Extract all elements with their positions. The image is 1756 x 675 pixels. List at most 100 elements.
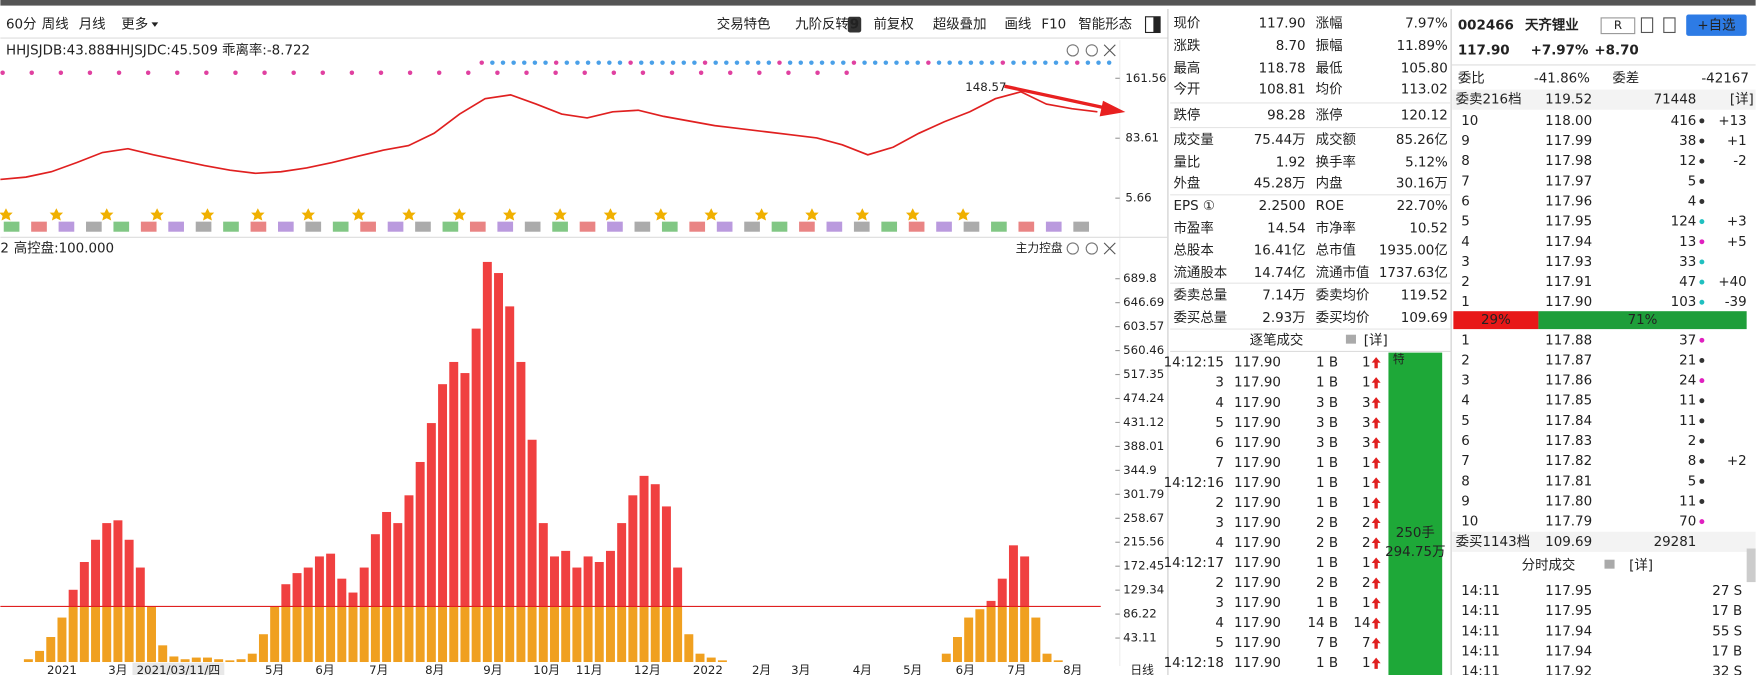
close-icon[interactable] [1103,242,1116,255]
signal-dot [755,60,761,65]
y-tick-label: 161.56 [1125,71,1166,85]
trade-price: 117.90 [1234,596,1281,611]
signal-star [351,208,366,221]
toolbar-button[interactable]: 超级叠加 [933,17,987,33]
indicator-label: 乖离率:-8.722 [222,41,310,58]
bar-below [684,634,694,663]
vol-dot [1699,199,1705,204]
signal-dot [862,60,867,65]
watch-button[interactable] [1686,14,1747,36]
detail-link[interactable]: [详] [1730,92,1754,108]
indicator-index: 2 [0,242,9,257]
level: 1 [1461,333,1470,348]
up-arrow [1371,557,1381,569]
signal-box [415,221,431,232]
up-arrow [1371,617,1381,629]
toolbar-button[interactable]: 交易特色 [717,16,771,33]
help-icon[interactable] [1085,44,1098,57]
close-icon[interactable] [1103,44,1116,57]
settings-icon[interactable] [1066,242,1079,255]
signal-star [754,208,769,221]
detail-link[interactable]: [详] [1629,557,1653,573]
volume-block [1388,352,1443,675]
up-arrow [1371,657,1381,669]
bar-below [57,617,67,663]
bar-below [438,606,448,663]
trade-time: 3 [1215,596,1224,611]
bar-above [538,523,548,607]
signal-dot [915,60,920,65]
toolbar-button[interactable]: 60分 [6,17,37,33]
bar-above [370,534,380,607]
signal-dot [745,60,750,65]
bar-above [460,373,470,607]
bar-above [102,523,112,607]
price: 117.90 [1545,295,1592,310]
trade-count: 2 [1362,516,1371,531]
toolbar-button[interactable]: 智能形态 [1078,17,1132,33]
trade-volume: 2 B [1316,576,1338,591]
vol-dot [1699,299,1705,305]
top-strip [0,0,1756,6]
toolbar-button[interactable]: 九阶反转 [795,17,849,33]
toolbar-button[interactable]: 月线 [79,17,106,33]
trade-count: 3 [1362,416,1371,431]
signal-dot [436,70,442,75]
level: 2 [1461,275,1470,290]
up-arrow [1371,497,1381,509]
signal-dot [617,60,623,65]
signal-dot [766,60,772,65]
info-icon[interactable] [1663,17,1676,34]
bar-below [382,606,392,663]
bar-below [46,637,56,663]
bar-above [550,556,559,607]
y-tick-label: 344.9 [1123,463,1157,477]
minute-time: 14:11 [1461,604,1500,619]
signal-dot [116,70,122,75]
bar-below [505,606,515,663]
y-tick-label: 431.12 [1123,415,1164,429]
trade-count: 1 [1362,556,1371,571]
toolbar-button[interactable]: 周线 [42,17,69,33]
watch-label[interactable]: +自选 [1697,18,1735,34]
signal-box [113,221,130,232]
toolbar-button[interactable]: F10 [1041,18,1066,33]
minute-volume: 27 S [1712,584,1742,599]
trade-volume: 3 B [1316,396,1338,411]
dropdown-caret [151,22,159,27]
bar-below [359,606,369,663]
signal-box [1018,221,1035,232]
toolbar-button[interactable]: 更多 [121,16,148,33]
x-tick-label: 4月 [853,663,872,675]
signal-dot [1011,60,1016,65]
split-bar [1453,311,1539,330]
bar-below [236,659,246,663]
toolbar-button[interactable]: 前复权 [874,16,914,33]
bar-above [494,273,503,607]
quote-value: 109.69 [1401,311,1448,326]
help-icon[interactable] [1085,242,1098,255]
quote-label: 振幅 [1316,38,1343,54]
alert-icon[interactable] [1640,17,1654,34]
bar-below [986,606,996,663]
quote-value: 117.90 [1259,17,1306,32]
bar-below [393,606,403,663]
r-box[interactable] [1600,17,1636,35]
quote-value: 11.89% [1397,39,1448,54]
detail-link[interactable]: [详] [1364,332,1388,348]
last-price: 117.90 [1458,43,1510,58]
bar-below [953,637,962,663]
tag: 特 [1393,352,1405,366]
quote-label: 市净率 [1316,219,1356,236]
settings-icon[interactable] [1066,44,1079,57]
quote-value: 45.28万 [1254,177,1306,192]
bar-above [337,578,347,607]
signal-dot [145,70,151,75]
volume: 70 [1679,515,1696,530]
price: 117.80 [1545,494,1592,509]
signal-box [661,221,678,232]
toolbar-button[interactable]: 画线 [1004,17,1031,33]
quote-label: 今开 [1174,82,1201,98]
label: 委比 [1458,70,1485,86]
